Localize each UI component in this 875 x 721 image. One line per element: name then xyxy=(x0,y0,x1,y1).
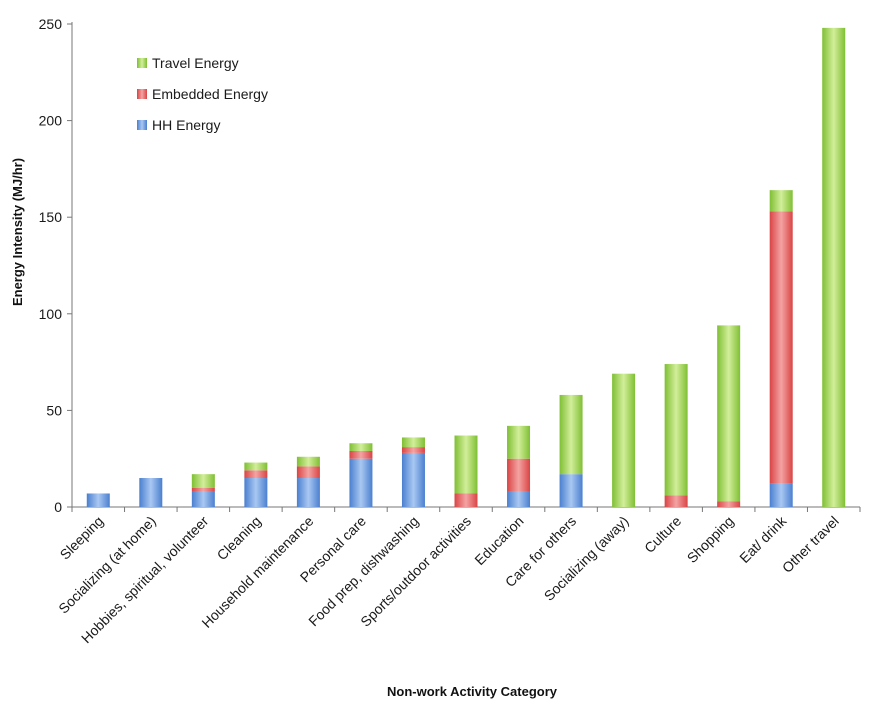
bar-hh-energy-education xyxy=(507,491,531,507)
x-tick-label-shopping: Shopping xyxy=(684,513,737,566)
x-tick-label-socializing-at-home: Socializing (at home) xyxy=(55,513,159,617)
bar-embedded-energy-food-prep-dishwashing xyxy=(401,447,425,453)
x-axis-title: Non-work Activity Category xyxy=(387,684,558,699)
bar-hh-energy-hobbies-spiritual-volunteer xyxy=(191,491,215,507)
bar-embedded-energy-culture xyxy=(664,495,688,507)
y-tick-label: 0 xyxy=(54,499,62,515)
bar-travel-energy-eat-drink xyxy=(769,190,793,212)
bar-hh-energy-personal-care xyxy=(349,458,373,507)
x-tick-label-eat-drink: Eat/ drink xyxy=(736,512,790,566)
bar-embedded-energy-sports-outdoor-activities xyxy=(454,493,478,507)
legend-label-travel-energy: Travel Energy xyxy=(152,55,239,71)
legend-swatch-hh-energy xyxy=(137,120,147,130)
bar-travel-energy-cleaning xyxy=(244,462,268,471)
y-tick-label: 150 xyxy=(39,209,63,225)
bar-hh-energy-sleeping xyxy=(86,493,110,507)
bar-travel-energy-sports-outdoor-activities xyxy=(454,435,478,494)
y-tick-label: 200 xyxy=(39,113,63,129)
bar-embedded-energy-cleaning xyxy=(244,470,268,479)
legend-label-embedded-energy: Embedded Energy xyxy=(152,86,268,102)
x-tick-label-cleaning: Cleaning xyxy=(214,513,264,563)
bar-embedded-energy-personal-care xyxy=(349,450,373,459)
bar-embedded-energy-hobbies-spiritual-volunteer xyxy=(191,487,215,492)
x-axis xyxy=(71,506,861,512)
bar-embedded-energy-shopping xyxy=(717,501,741,507)
bar-hh-energy-care-for-others xyxy=(559,474,583,507)
bar-embedded-energy-education xyxy=(507,458,531,492)
x-tick-label-culture: Culture xyxy=(641,513,684,556)
x-tick-label-sports-outdoor-activities: Sports/outdoor activities xyxy=(357,513,474,630)
bar-hh-energy-cleaning xyxy=(244,478,268,507)
bar-travel-energy-household-maintenance xyxy=(296,456,320,467)
bars xyxy=(86,27,846,507)
x-tick-label-education: Education xyxy=(471,513,526,568)
bar-travel-energy-shopping xyxy=(717,325,741,502)
bar-travel-energy-food-prep-dishwashing xyxy=(401,437,425,448)
legend-label-hh-energy: HH Energy xyxy=(152,117,220,133)
bar-embedded-energy-eat-drink xyxy=(769,211,793,484)
x-tick-label-other-travel: Other travel xyxy=(779,513,842,576)
bar-travel-energy-hobbies-spiritual-volunteer xyxy=(191,474,215,488)
bar-travel-energy-culture xyxy=(664,364,688,496)
bar-embedded-energy-household-maintenance xyxy=(296,466,320,479)
bar-travel-energy-other-travel xyxy=(822,27,846,507)
bar-travel-energy-education xyxy=(507,425,531,459)
bar-hh-energy-food-prep-dishwashing xyxy=(401,452,425,507)
legend-swatch-embedded-energy xyxy=(137,89,147,99)
bar-hh-energy-household-maintenance xyxy=(296,478,320,507)
bar-travel-energy-personal-care xyxy=(349,443,373,451)
legend: Travel Energy Embedded Energy HH Energy xyxy=(137,55,268,133)
y-tick-label: 100 xyxy=(39,306,63,322)
y-axis-title: Energy Intensity (MJ/hr) xyxy=(10,158,25,306)
bar-hh-energy-eat-drink xyxy=(769,483,793,507)
bar-hh-energy-socializing-at-home xyxy=(139,478,163,507)
x-tick-label-sleeping: Sleeping xyxy=(57,513,107,563)
bar-travel-energy-care-for-others xyxy=(559,394,583,475)
y-tick-label: 250 xyxy=(39,16,63,32)
bar-travel-energy-socializing-away xyxy=(612,373,636,507)
y-tick-label: 50 xyxy=(46,402,62,418)
y-axis: 0 50 100 150 200 250 xyxy=(39,16,73,515)
legend-swatch-travel-energy xyxy=(137,58,147,68)
